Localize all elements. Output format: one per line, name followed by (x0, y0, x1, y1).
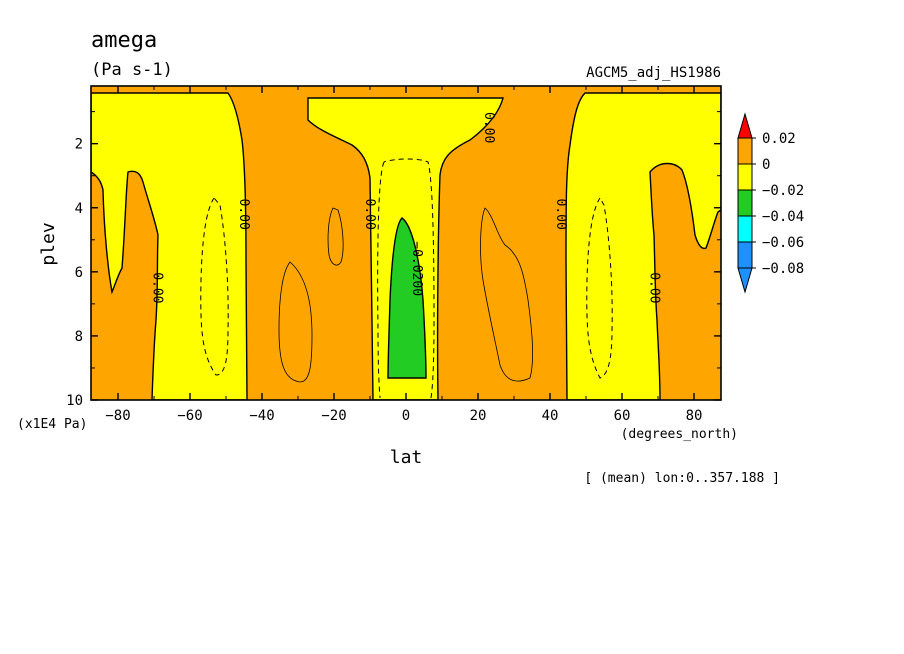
contour-label: −0.0200 (409, 241, 424, 296)
region-green-eq (387, 217, 427, 379)
colorbar-label: 0 (762, 157, 770, 173)
contour-label-text: 0.00 (150, 272, 165, 303)
colorbar-swatch-bottom (737, 267, 753, 294)
contour-label-text: 0.00 (481, 112, 496, 143)
x-tick-label: 20 (470, 408, 487, 424)
x-axis: −80 −60 −40 −20 0 20 40 60 80 (105, 86, 702, 424)
colorbar-swatch (737, 163, 753, 191)
colorbar: 0.02 0 −0.02 −0.04 −0.06 −0.08 (737, 112, 804, 294)
chart-title: amega (91, 28, 157, 53)
colorbar-swatch (737, 189, 753, 217)
x-tick-label: 40 (542, 408, 559, 424)
contour-label: 0.00 (362, 199, 377, 230)
colorbar-label: −0.04 (762, 209, 804, 225)
contour-label-text: −0.0200 (409, 241, 424, 296)
colorbar-swatch (737, 137, 753, 165)
region-yellow-sh (91, 92, 248, 400)
y-tick-label: 10 (66, 393, 83, 409)
y-tick-label: 6 (75, 265, 83, 281)
x-tick-label: 0 (402, 408, 410, 424)
contour-label-group: 0.00 0.00 0.00 0.00 −0.0200 0.00 0.00 (150, 112, 662, 304)
chart-units: (Pa s-1) (91, 60, 173, 80)
colorbar-label: 0.02 (762, 131, 796, 147)
colorbar-swatch (737, 215, 753, 243)
contour-label: 0.00 (236, 199, 251, 230)
x-tick-label: −60 (177, 408, 202, 424)
chart-source: AGCM5_adj_HS1986 (586, 65, 721, 81)
dashed-contours (200, 158, 613, 399)
contour-label: 0.00 (481, 112, 496, 143)
y-tick-label: 2 (75, 137, 83, 153)
contour-field (91, 86, 721, 400)
contour-label: 0.00 (553, 199, 568, 230)
contour-label-text: 0.00 (362, 199, 377, 230)
colorbar-label: −0.02 (762, 183, 804, 199)
subset-note: [ (mean) lon:0..357.188 ] (584, 471, 780, 486)
contour-label-text: 0.00 (646, 272, 661, 303)
x-tick-label: −40 (249, 408, 274, 424)
y-tick-label: 8 (75, 329, 83, 345)
colorbar-swatch (737, 241, 753, 269)
x-axis-units: (degrees_north) (621, 427, 738, 442)
y-axis-units: (x1E4 Pa) (17, 417, 87, 432)
region-yellow-nh (565, 92, 721, 400)
contour-label-text: 0.00 (553, 199, 568, 230)
contour-label: 0.00 (150, 272, 165, 303)
contour-label-text: 0.00 (236, 199, 251, 230)
colorbar-swatch-top (737, 112, 753, 139)
x-tick-label: 80 (686, 408, 703, 424)
x-tick-label: −80 (105, 408, 130, 424)
x-tick-label: 60 (614, 408, 631, 424)
thin-contours (278, 207, 533, 383)
x-tick-label: −20 (321, 408, 346, 424)
y-axis: 2 4 6 8 10 (66, 111, 721, 409)
x-axis-label: lat (390, 447, 423, 468)
colorbar-label: −0.06 (762, 235, 804, 251)
contour-label: 0.00 (646, 272, 661, 303)
colorbar-label: −0.08 (762, 261, 804, 277)
y-tick-label: 4 (75, 201, 83, 217)
y-axis-label: plev (38, 222, 59, 265)
